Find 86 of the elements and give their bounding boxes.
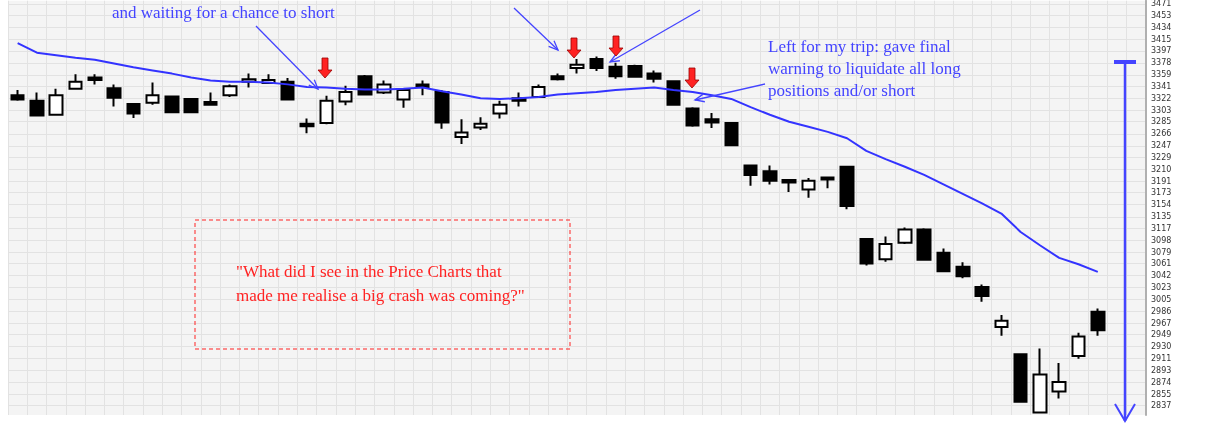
candlestick — [897, 226, 913, 245]
candlestick — [48, 87, 64, 117]
candlestick — [145, 81, 160, 106]
y-tick-label: 2874 — [1151, 377, 1172, 387]
y-tick-label: 3079 — [1151, 247, 1172, 257]
candlestick — [338, 84, 353, 107]
y-tick-label: 3135 — [1151, 212, 1172, 222]
candlestick — [762, 164, 778, 186]
y-tick-label: 3173 — [1151, 188, 1172, 198]
y-tick-label: 2967 — [1151, 318, 1172, 328]
y-tick-label: 3285 — [1151, 117, 1172, 127]
y-tick-label: 3397 — [1151, 46, 1172, 56]
candlestick — [589, 55, 604, 73]
candlestick — [974, 283, 990, 303]
y-tick-label: 3378 — [1151, 58, 1172, 68]
y-tick-label: 2911 — [1151, 354, 1172, 364]
y-tick-label: 3453 — [1151, 10, 1172, 20]
y-tick-label: 2949 — [1151, 330, 1172, 340]
y-tick-label: 3322 — [1151, 93, 1172, 103]
candlestick — [724, 121, 739, 147]
y-tick-label: 2930 — [1151, 342, 1172, 352]
y-tick-label: 3229 — [1151, 152, 1172, 162]
y-tick-label: 3210 — [1151, 164, 1172, 174]
y-tick-label: 3341 — [1151, 81, 1172, 91]
candlestick — [299, 117, 315, 135]
y-tick-label: 3415 — [1151, 34, 1172, 44]
y-tick-label: 2855 — [1151, 389, 1172, 399]
candlestick — [1090, 307, 1106, 337]
candlestick — [704, 111, 720, 130]
candlestick — [222, 83, 238, 99]
candlestick — [820, 175, 835, 190]
candlestick — [550, 72, 565, 82]
candlestick — [1071, 331, 1086, 360]
candlestick — [473, 116, 488, 131]
candlestick — [126, 102, 141, 119]
candlestick — [10, 89, 25, 102]
candlestick — [743, 163, 758, 187]
y-tick-label: 2986 — [1151, 306, 1172, 316]
candlestick — [936, 247, 951, 273]
candlestick — [916, 227, 932, 262]
candlestick — [415, 79, 430, 97]
candlestick — [781, 178, 797, 194]
annotation: "What did I see in the Price Charts that made me realise a big crash was coming?" — [236, 262, 525, 305]
y-tick-label: 3023 — [1151, 283, 1172, 293]
y-tick-label: 3042 — [1151, 271, 1172, 281]
candlestick — [106, 83, 122, 108]
candlestick — [955, 261, 971, 280]
y-tick-label: 3471 — [1151, 0, 1172, 9]
y-tick-label: 3303 — [1151, 105, 1172, 115]
y-tick-label: 3117 — [1151, 223, 1172, 233]
candlestick — [646, 69, 662, 84]
annotation: Left for my trip: gave final warning to liquidate all long positions and/or short — [768, 37, 962, 100]
y-tick-label: 3359 — [1151, 70, 1172, 80]
y-tick-label: 3434 — [1151, 22, 1172, 32]
candlestick — [319, 94, 334, 126]
candlestick — [839, 165, 855, 211]
candlestick — [627, 63, 643, 79]
candlestick — [203, 91, 218, 107]
candlestick — [685, 106, 700, 128]
candlestick — [454, 118, 469, 145]
annotation: and waiting for a chance to short — [112, 3, 336, 22]
candlestick — [164, 94, 180, 114]
y-tick-label: 3247 — [1151, 141, 1172, 151]
candlestick — [396, 88, 411, 109]
candlestick — [434, 89, 450, 130]
candlestick — [994, 313, 1009, 337]
y-tick-label: 3061 — [1151, 259, 1172, 269]
candlestick — [569, 58, 585, 75]
y-tick-label: 3191 — [1151, 176, 1172, 186]
y-tick-label: 2893 — [1151, 365, 1172, 375]
candlestick — [666, 79, 681, 107]
candlestick — [801, 177, 816, 199]
candlestick — [1051, 362, 1067, 400]
candlestick — [87, 73, 103, 86]
candlestick — [878, 235, 893, 263]
y-tick-label: 3005 — [1151, 294, 1172, 304]
y-tick-label: 3154 — [1151, 200, 1172, 210]
candlestick — [1013, 352, 1028, 404]
y-tick-label: 3266 — [1151, 129, 1172, 139]
candlestick — [68, 73, 83, 91]
candlestick — [183, 97, 199, 114]
candlestick — [859, 237, 874, 267]
candlestick — [492, 99, 508, 120]
y-tick-label: 2837 — [1151, 401, 1172, 410]
y-tick-label: 3098 — [1151, 235, 1172, 245]
candlestick — [29, 91, 45, 118]
